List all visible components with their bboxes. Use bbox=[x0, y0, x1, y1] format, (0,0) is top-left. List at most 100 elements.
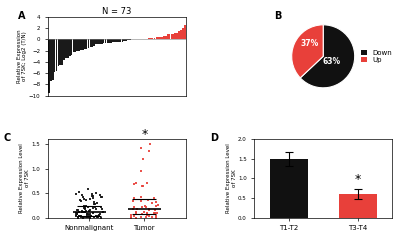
Bar bbox=[270, 159, 308, 218]
Point bbox=[137, 215, 144, 219]
Point bbox=[95, 214, 101, 218]
Point bbox=[144, 181, 150, 184]
Point bbox=[77, 198, 84, 202]
Point bbox=[146, 149, 152, 153]
Bar bbox=[95, 39, 97, 45]
Point bbox=[90, 194, 96, 198]
Bar bbox=[63, 39, 65, 60]
Bar bbox=[101, 39, 102, 44]
Bar bbox=[152, 38, 154, 39]
Point bbox=[139, 184, 146, 188]
Point bbox=[80, 216, 86, 219]
Bar bbox=[150, 38, 152, 39]
Point bbox=[131, 214, 137, 218]
Point bbox=[142, 215, 149, 219]
Point bbox=[84, 215, 90, 219]
Point bbox=[92, 191, 99, 195]
Point bbox=[89, 194, 96, 198]
Title: N = 73: N = 73 bbox=[102, 7, 132, 16]
Point bbox=[92, 202, 98, 205]
Point bbox=[93, 214, 100, 218]
Bar bbox=[58, 39, 59, 66]
Point bbox=[155, 203, 161, 207]
Point bbox=[144, 198, 151, 202]
Point bbox=[73, 213, 79, 217]
Point bbox=[100, 210, 106, 214]
Text: *: * bbox=[141, 129, 148, 142]
Point bbox=[138, 169, 144, 173]
Point bbox=[85, 187, 91, 191]
Point bbox=[149, 215, 155, 219]
Bar bbox=[184, 25, 186, 39]
Point bbox=[81, 204, 87, 208]
Point bbox=[75, 215, 82, 219]
Point bbox=[99, 195, 106, 199]
Point bbox=[74, 212, 80, 216]
Point bbox=[133, 181, 140, 185]
Point bbox=[154, 211, 160, 214]
Point bbox=[73, 212, 80, 215]
Point bbox=[76, 214, 82, 218]
Text: 37%: 37% bbox=[301, 38, 319, 48]
Point bbox=[128, 213, 134, 217]
Point bbox=[134, 207, 140, 211]
Bar bbox=[116, 39, 118, 42]
Point bbox=[75, 211, 82, 214]
Y-axis label: Relative Expression
of 7SK; Log2 (T/N): Relative Expression of 7SK; Log2 (T/N) bbox=[16, 30, 27, 83]
Point bbox=[148, 201, 155, 204]
Point bbox=[90, 211, 96, 215]
Bar bbox=[48, 39, 50, 93]
Point bbox=[153, 216, 160, 219]
Point bbox=[90, 196, 96, 200]
Point bbox=[76, 190, 82, 194]
Point bbox=[142, 204, 148, 208]
Point bbox=[131, 182, 137, 186]
Point bbox=[82, 211, 89, 214]
Point bbox=[82, 198, 89, 202]
Point bbox=[144, 213, 151, 217]
Bar bbox=[161, 37, 163, 39]
Bar bbox=[93, 39, 95, 46]
Point bbox=[90, 206, 96, 210]
Bar bbox=[60, 39, 61, 65]
Point bbox=[146, 214, 152, 218]
Point bbox=[130, 199, 136, 203]
Bar bbox=[52, 39, 54, 80]
Point bbox=[87, 215, 94, 219]
Point bbox=[138, 184, 145, 188]
Bar bbox=[169, 34, 170, 39]
Bar bbox=[65, 39, 67, 59]
Point bbox=[139, 212, 145, 216]
Point bbox=[138, 146, 144, 150]
Point bbox=[73, 214, 80, 218]
Point bbox=[146, 207, 152, 211]
Bar bbox=[158, 37, 159, 39]
Point bbox=[151, 196, 157, 200]
Bar bbox=[72, 39, 74, 52]
Point bbox=[92, 205, 98, 209]
Point bbox=[87, 214, 94, 218]
Bar bbox=[88, 39, 89, 48]
Point bbox=[80, 215, 86, 219]
Point bbox=[152, 211, 158, 215]
Bar bbox=[78, 39, 80, 51]
Point bbox=[140, 157, 146, 161]
Point bbox=[98, 216, 104, 219]
Point bbox=[74, 212, 80, 216]
Point bbox=[91, 200, 98, 204]
Bar bbox=[124, 39, 125, 41]
Point bbox=[144, 212, 150, 216]
Point bbox=[131, 205, 138, 209]
Bar bbox=[110, 39, 112, 43]
Point bbox=[93, 207, 99, 211]
Point bbox=[133, 216, 140, 219]
Point bbox=[96, 213, 102, 217]
Bar bbox=[97, 39, 99, 44]
Point bbox=[98, 195, 104, 199]
Bar bbox=[154, 38, 155, 39]
Point bbox=[84, 212, 90, 216]
Bar bbox=[114, 39, 116, 42]
Text: D: D bbox=[210, 133, 218, 143]
Text: B: B bbox=[274, 11, 282, 21]
Bar bbox=[56, 39, 57, 71]
